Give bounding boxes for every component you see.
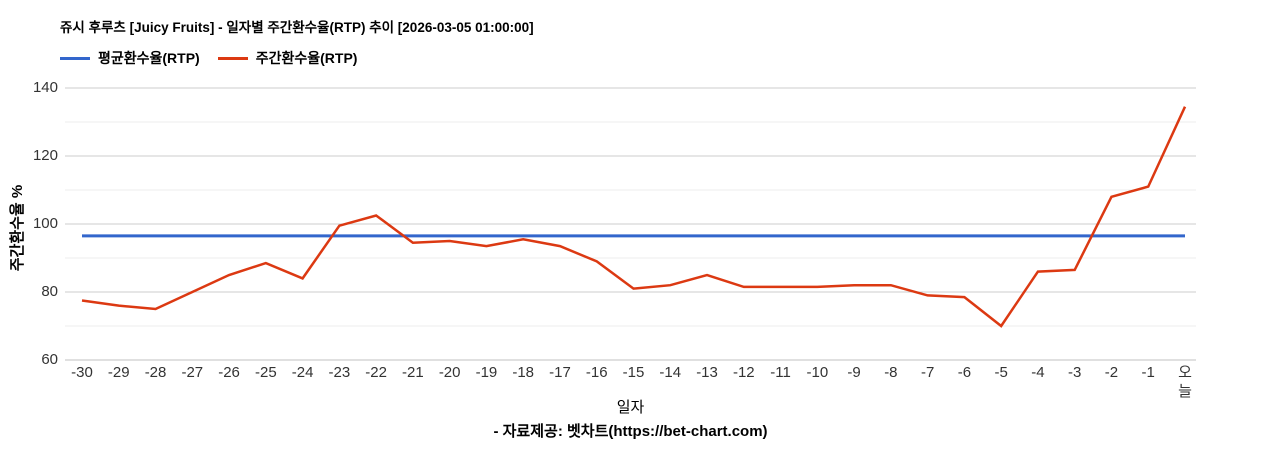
x-tick-label: -17 <box>549 364 571 381</box>
x-tick-label: -27 <box>181 364 204 381</box>
y-axis-title: 주간환수율 % <box>9 184 26 272</box>
y-tick-label: 60 <box>41 351 58 368</box>
x-tick-label: -8 <box>884 364 898 381</box>
x-tick-label: -12 <box>732 364 755 381</box>
x-tick-label: -25 <box>254 364 277 381</box>
x-tick-label: -19 <box>475 364 498 381</box>
x-tick-label: -3 <box>1068 364 1082 381</box>
x-tick-label: -15 <box>622 364 645 381</box>
x-tick-label: -18 <box>512 364 535 381</box>
x-tick-label: -26 <box>218 364 240 381</box>
x-axis-title: 일자 <box>616 399 645 416</box>
x-tick-label: -22 <box>365 364 387 381</box>
weekly-line-swatch <box>217 56 248 60</box>
x-tick-label: -23 <box>328 364 351 381</box>
x-tick-label: -1 <box>1141 364 1155 381</box>
weekly-rtp-line <box>81 106 1187 328</box>
footer-source: - 자료제공: 벳차트(https://bet-chart.com) <box>493 423 768 440</box>
x-tick-label: -16 <box>585 364 608 381</box>
x-tick-label: -6 <box>957 364 972 381</box>
legend: 평균환수율(RTP) 주간환수율(RTP) <box>60 48 357 68</box>
x-tick-label: -29 <box>107 364 130 381</box>
y-tick-label: 100 <box>32 215 58 232</box>
x-tick-label: -20 <box>438 364 461 381</box>
x-tick-label: -4 <box>1031 364 1045 381</box>
x-tick-label: -5 <box>994 364 1008 381</box>
x-tick-label: -14 <box>659 364 682 381</box>
x-tick-label: 오늘 <box>1178 364 1192 400</box>
legend-item-average-rtp: 평균환수율(RTP) <box>60 48 200 68</box>
x-tick-label: -30 <box>71 364 93 381</box>
chart-title: 쥬시 후루츠 [Juicy Fruits] - 일자별 주간환수율(RTP) 추… <box>60 20 534 35</box>
x-tick-label: -24 <box>291 364 314 381</box>
x-tick-label: -9 <box>847 364 861 381</box>
y-tick-label: 80 <box>41 283 58 300</box>
y-tick-label: 120 <box>32 147 58 164</box>
x-tick-label: -13 <box>696 364 718 381</box>
legend-label-weekly-rtp: 주간환수율(RTP) <box>255 50 358 66</box>
x-tick-label: -10 <box>806 364 829 381</box>
x-tick-label: -7 <box>920 364 935 381</box>
average-line-swatch <box>60 56 90 60</box>
x-tick-label: -11 <box>770 364 791 381</box>
y-tick-label: 140 <box>32 79 58 96</box>
x-tick-label: -2 <box>1104 364 1119 381</box>
legend-item-weekly-rtp: 주간환수율(RTP) <box>217 48 358 68</box>
x-tick-label: -28 <box>144 364 167 381</box>
legend-label-average-rtp: 평균환수율(RTP) <box>98 50 200 66</box>
x-tick-label: -21 <box>402 364 424 381</box>
